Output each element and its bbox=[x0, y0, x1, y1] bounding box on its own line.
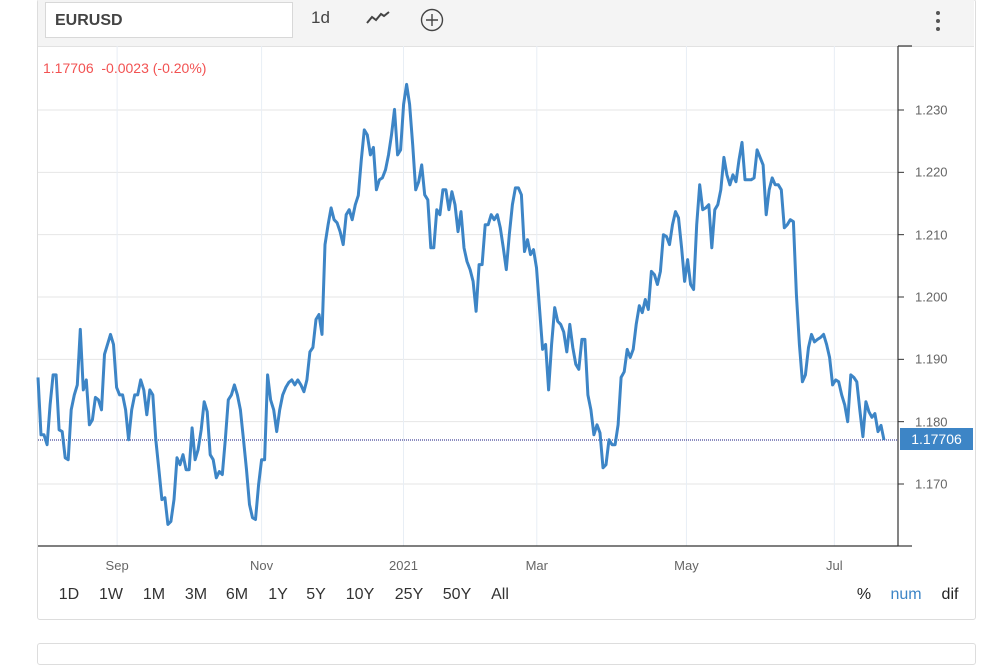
range-button-all[interactable]: All bbox=[491, 586, 509, 603]
y-tick-label: 1.180 bbox=[915, 414, 948, 430]
x-tick-label: May bbox=[674, 558, 699, 573]
range-button-5y[interactable]: 5Y bbox=[306, 586, 326, 603]
y-tick-label: 1.190 bbox=[915, 351, 948, 367]
line-chart-icon[interactable] bbox=[366, 10, 390, 31]
range-button-25y[interactable]: 25Y bbox=[394, 586, 424, 603]
y-tick-label: 1.230 bbox=[915, 102, 948, 118]
quote-change: 1.17706 -0.0023 (-0.20%) bbox=[43, 60, 207, 76]
range-button-1d[interactable]: 1D bbox=[58, 586, 80, 603]
x-tick-label: Mar bbox=[525, 558, 548, 573]
x-tick-label: Sep bbox=[105, 558, 129, 573]
y-tick-label: 1.200 bbox=[915, 289, 948, 305]
x-tick-label: 2021 bbox=[389, 558, 418, 573]
range-button-1w[interactable]: 1W bbox=[99, 586, 123, 603]
symbol-input[interactable]: EURUSD bbox=[45, 2, 293, 38]
mode-button-dif[interactable]: dif bbox=[941, 586, 959, 603]
price-chart[interactable] bbox=[0, 0, 1001, 648]
y-tick-label: 1.170 bbox=[915, 476, 948, 492]
plus-circle-icon[interactable] bbox=[420, 8, 444, 37]
y-tick-label: 1.210 bbox=[915, 227, 948, 243]
price-line-series bbox=[36, 82, 886, 526]
next-card bbox=[37, 643, 976, 665]
kebab-menu-icon[interactable] bbox=[934, 10, 942, 39]
range-button-6m[interactable]: 6M bbox=[225, 586, 249, 603]
range-button-10y[interactable]: 10Y bbox=[345, 586, 375, 603]
mode-button-percent[interactable]: % bbox=[856, 586, 872, 603]
chart-card bbox=[37, 0, 976, 620]
interval-button[interactable]: 1d bbox=[311, 8, 330, 27]
range-button-1y[interactable]: 1Y bbox=[268, 586, 288, 603]
last-price-label: 1.17706 bbox=[900, 428, 973, 450]
range-button-50y[interactable]: 50Y bbox=[442, 586, 472, 603]
chart-toolbar: EURUSD 1d bbox=[38, 0, 974, 47]
range-button-3m[interactable]: 3M bbox=[184, 586, 208, 603]
range-button-1m[interactable]: 1M bbox=[142, 586, 166, 603]
y-tick-label: 1.220 bbox=[915, 164, 948, 180]
x-tick-label: Nov bbox=[250, 558, 274, 573]
mode-button-num[interactable]: num bbox=[890, 586, 922, 603]
x-tick-label: Jul bbox=[826, 558, 843, 573]
